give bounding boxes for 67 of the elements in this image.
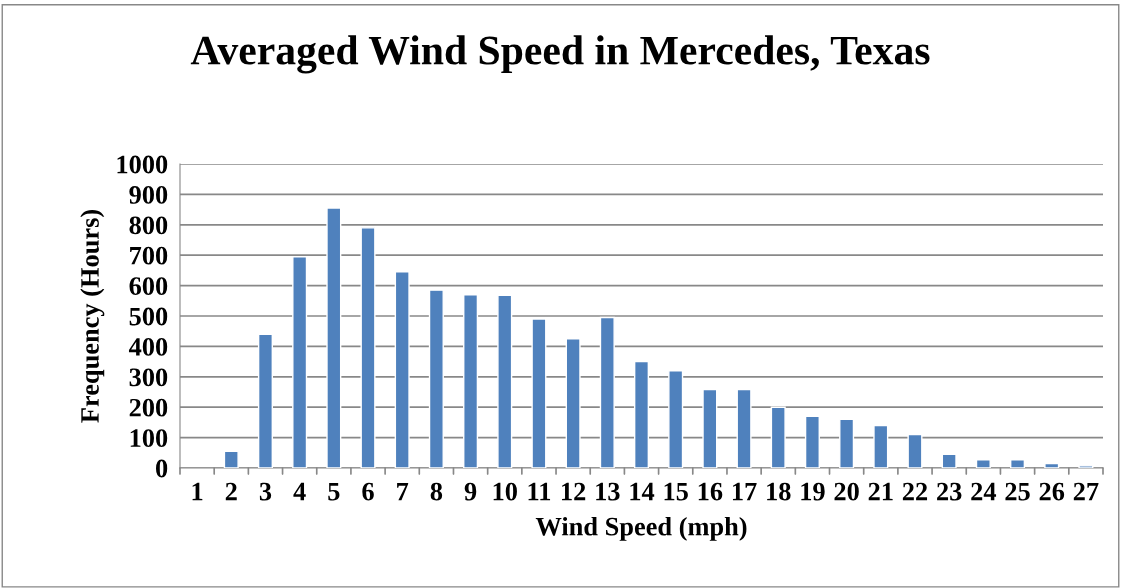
bar (839, 418, 855, 468)
x-tick-label: 3 (259, 482, 272, 501)
bar (565, 338, 581, 468)
bar (702, 388, 718, 468)
bar (736, 388, 752, 468)
bar (531, 318, 547, 468)
x-tick-label: 8 (430, 482, 443, 501)
x-tick-label: 9 (464, 482, 477, 501)
bar (1078, 465, 1094, 468)
x-tick-label: 6 (362, 482, 374, 501)
bar (770, 406, 786, 468)
x-tick-label: 11 (528, 482, 551, 501)
x-tick-label: 7 (397, 482, 409, 501)
x-tick-label: 21 (868, 482, 893, 501)
x-axis-title: Wind Speed (mph) (535, 516, 747, 541)
y-tick-label: 200 (129, 398, 168, 417)
x-tick-label: 23 (937, 482, 962, 501)
bar (804, 415, 820, 468)
bar (292, 256, 308, 468)
y-tick-label: 400 (128, 338, 168, 356)
x-tick-label: 13 (596, 482, 620, 501)
x-tick-label: 25 (1005, 482, 1030, 501)
x-tick-label: 27 (1073, 482, 1099, 501)
x-tick-label: 4 (293, 482, 306, 501)
y-tick-label: 300 (129, 368, 168, 387)
bar (223, 450, 239, 468)
chart-title: Averaged Wind Speed in Mercedes, Texas (190, 35, 930, 74)
y-tick-label: 600 (129, 277, 168, 296)
y-tick-label: 1000 (117, 155, 168, 174)
bar (1044, 462, 1060, 468)
bar (257, 333, 273, 468)
bar (326, 207, 342, 468)
bar (394, 271, 410, 468)
x-tick-label: 20 (834, 482, 859, 501)
x-tick-label: 2 (225, 482, 237, 501)
bar (633, 360, 650, 468)
bar (907, 433, 923, 468)
y-tick-label: 900 (129, 186, 168, 204)
x-tick-label: 10 (493, 482, 517, 501)
x-tick-label: 26 (1039, 482, 1065, 501)
y-tick-label: 0 (156, 459, 168, 478)
x-tick-label: 5 (328, 482, 340, 501)
y-axis-title: Frequency (Hours) (80, 210, 105, 423)
x-tick-label: 17 (732, 482, 757, 501)
x-tick-label: 16 (698, 482, 723, 501)
bar (463, 294, 479, 468)
y-tick-label: 800 (129, 216, 168, 235)
x-tick-label: 19 (801, 482, 825, 501)
bar (873, 424, 889, 468)
x-tick-label: 1 (192, 482, 203, 501)
bar (428, 289, 444, 468)
x-tick-label: 18 (767, 482, 791, 501)
y-tick-label: 500 (129, 307, 168, 326)
x-tick-label: 15 (664, 482, 688, 501)
x-tick-label: 14 (630, 482, 655, 501)
y-tick-label: 700 (130, 246, 168, 265)
bar (599, 316, 615, 468)
bar (941, 453, 957, 468)
bar (497, 294, 513, 468)
x-tick-label: 12 (562, 482, 586, 501)
bar (360, 227, 376, 468)
bar (668, 370, 684, 468)
y-tick-label: 100 (130, 429, 168, 448)
x-tick-label: 22 (902, 482, 928, 501)
bar (975, 459, 991, 468)
bar (1010, 459, 1026, 468)
x-tick-label: 24 (971, 482, 997, 501)
